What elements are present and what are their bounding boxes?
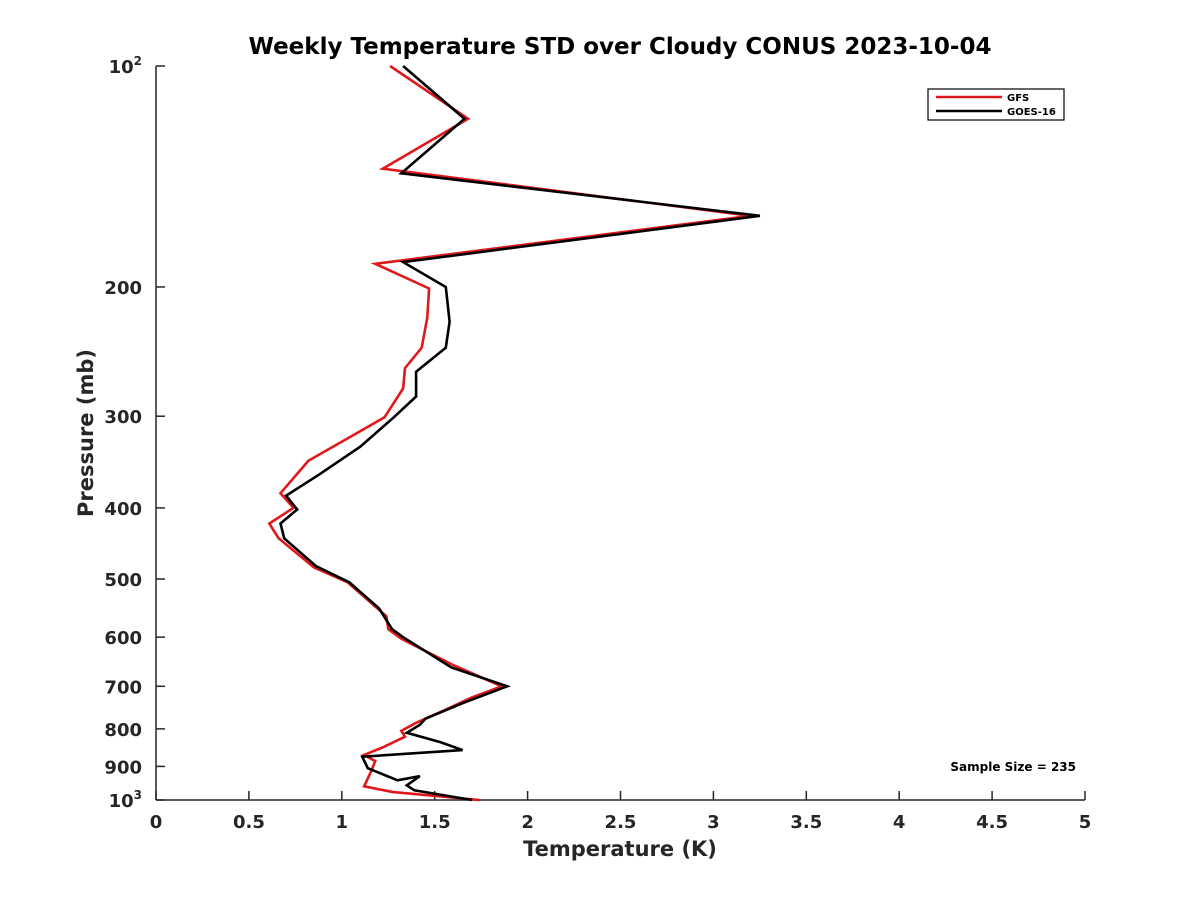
legend-box bbox=[927, 88, 1065, 121]
y-tick-label: 200 bbox=[104, 278, 142, 299]
legend-label-goes16: GOES-16 bbox=[1007, 107, 1056, 118]
x-tick-label: 5 bbox=[1079, 812, 1092, 833]
y-axis-label: Pressure (mb) bbox=[74, 349, 98, 517]
y-tick-label: 400 bbox=[104, 499, 142, 520]
y-tick-label: 700 bbox=[104, 677, 142, 698]
x-tick-label: 0.5 bbox=[233, 812, 265, 833]
x-tick-label: 0 bbox=[150, 812, 163, 833]
x-axis-label: Temperature (K) bbox=[523, 837, 717, 861]
chart-title: Weekly Temperature STD over Cloudy CONUS… bbox=[249, 34, 992, 60]
x-tick-label: 4.5 bbox=[976, 812, 1008, 833]
axes: 0 0.5 1 1.5 2 2.5 3 3.5 4 4.5 5 102 200 300 400 500 600 7… bbox=[104, 54, 1091, 833]
x-tick-label: 2.5 bbox=[605, 812, 637, 833]
y-tick-label: 102 bbox=[109, 54, 142, 78]
x-tick-label: 3.5 bbox=[790, 812, 822, 833]
legend: GFS GOES-16 bbox=[927, 88, 1065, 121]
x-tick-label: 2 bbox=[521, 812, 534, 833]
y-tick-label: 300 bbox=[104, 407, 142, 428]
y-tick-label: 800 bbox=[104, 720, 142, 741]
y-tick-label: 103 bbox=[109, 788, 142, 812]
x-tick-label: 1 bbox=[336, 812, 349, 833]
x-tick-label: 3 bbox=[707, 812, 720, 833]
sample-size-annotation: Sample Size = 235 bbox=[950, 760, 1076, 774]
series-layer bbox=[267, 64, 761, 802]
legend-label-gfs: GFS bbox=[1007, 93, 1029, 104]
y-tick-label: 900 bbox=[104, 757, 142, 778]
series-line-goes16 bbox=[279, 65, 761, 802]
y-tick-label: 500 bbox=[104, 570, 142, 591]
x-tick-label: 1.5 bbox=[419, 812, 451, 833]
x-tick-label: 4 bbox=[893, 812, 906, 833]
y-tick-label: 600 bbox=[104, 628, 142, 649]
